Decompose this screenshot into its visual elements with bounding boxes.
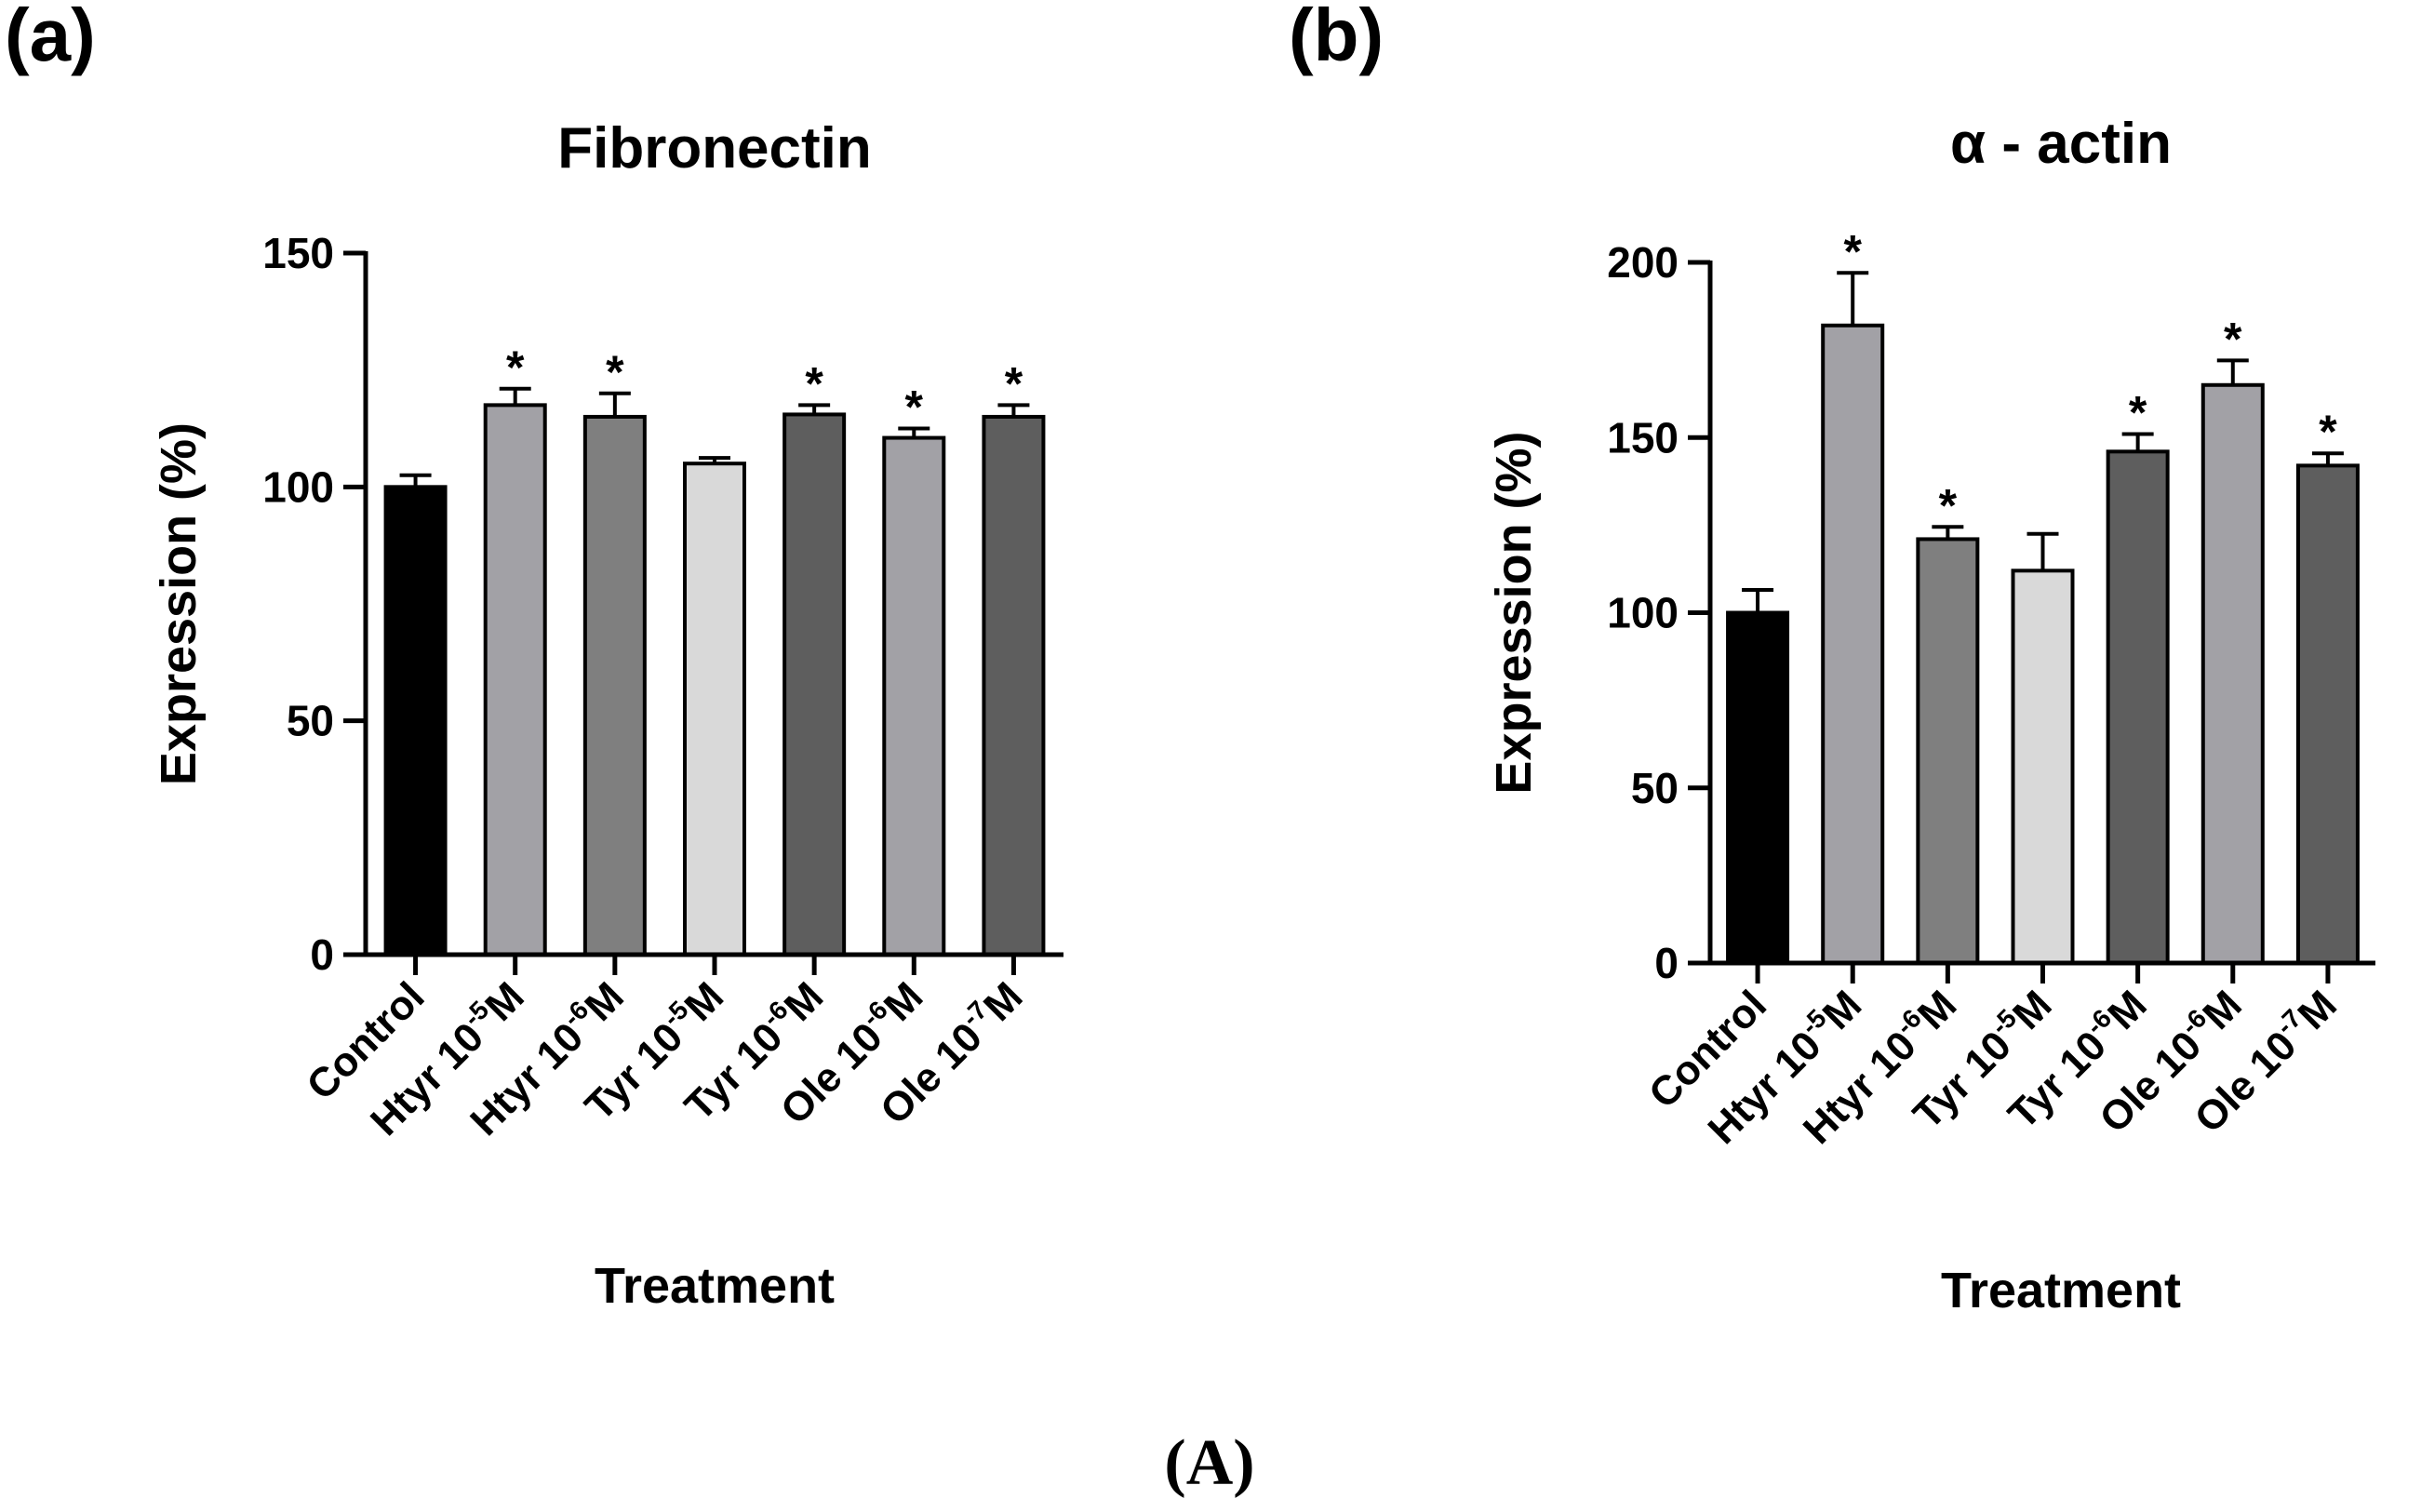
- significance-star: *: [2224, 313, 2242, 365]
- y-axis-label: Expression (%): [151, 422, 207, 785]
- x-axis-label: Treatment: [1941, 1263, 2181, 1318]
- x-axis-label: Treatment: [595, 1258, 835, 1314]
- significance-star: *: [606, 346, 624, 398]
- y-axis-label: Expression (%): [1486, 431, 1542, 794]
- significance-star: *: [805, 357, 823, 409]
- significance-star: *: [1005, 357, 1023, 409]
- y-tick-label: 0: [1654, 939, 1679, 987]
- panel-label: (b): [1289, 0, 1384, 76]
- bar: [982, 414, 1046, 957]
- bar: [2200, 382, 2265, 965]
- y-tick-label: 0: [310, 930, 334, 979]
- bar: [2295, 463, 2360, 965]
- y-tick-label: 100: [1607, 589, 1679, 637]
- bar: [483, 403, 547, 957]
- y-tick-label: 50: [1631, 764, 1679, 812]
- y-tick-label: 50: [287, 697, 334, 745]
- bar: [782, 412, 847, 957]
- bar: [2011, 569, 2075, 965]
- y-tick-label: 150: [1607, 413, 1679, 462]
- y-tick-label: 150: [262, 229, 334, 277]
- figure-caption: (A): [1164, 1427, 1254, 1499]
- bar: [582, 414, 647, 957]
- significance-star: *: [2129, 386, 2147, 438]
- significance-star: *: [905, 381, 924, 434]
- bar: [1916, 537, 1980, 965]
- significance-star: *: [506, 341, 525, 394]
- y-tick-label: 200: [1607, 238, 1679, 287]
- bar: [1821, 323, 1885, 965]
- significance-star: *: [1843, 225, 1862, 277]
- panel-label: (a): [5, 0, 96, 76]
- bar: [2106, 449, 2170, 965]
- significance-star: *: [2319, 406, 2337, 458]
- bar: [383, 485, 448, 957]
- bar: [1726, 610, 1790, 965]
- significance-star: *: [1939, 479, 1958, 531]
- chart-title: α - actin: [1950, 112, 2172, 176]
- y-tick-label: 100: [262, 462, 334, 511]
- bar: [882, 435, 946, 957]
- bar: [683, 462, 746, 957]
- chart-title: Fibronectin: [557, 116, 872, 181]
